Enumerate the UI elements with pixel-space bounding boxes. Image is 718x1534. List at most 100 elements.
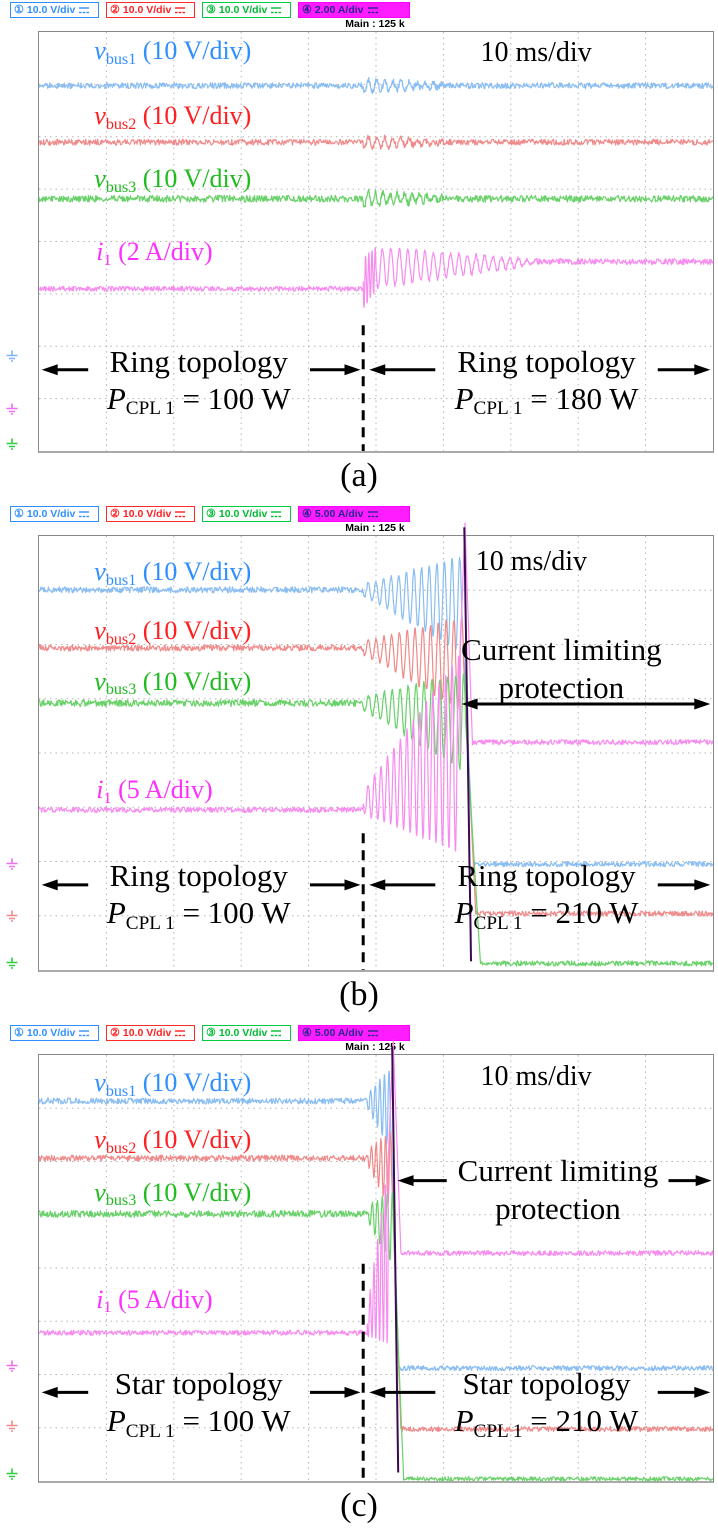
channel-position-marker-ch1: [5, 349, 19, 363]
topology-label: Star topology: [462, 1366, 631, 1402]
power-subscript: CPL 1: [125, 912, 175, 934]
trace-label-vbus3: vbus3 (10 V/div): [94, 164, 251, 196]
trace-symbol: v: [94, 36, 106, 66]
ground-marker-icon: [6, 350, 18, 363]
power-symbol: P: [106, 1403, 126, 1439]
dc-coupling-icon: [271, 1029, 282, 1036]
power-symbol: P: [106, 380, 126, 416]
channel-4-badge: ④ 2.00 A/div: [298, 2, 410, 18]
channel-position-marker-ch3: [5, 1467, 19, 1481]
channel-position-marker-ch4: [5, 402, 19, 416]
timebase-strip: Main : 125 k: [0, 522, 718, 535]
channel-number: ④: [302, 507, 312, 520]
channel-scale-label: 10.0 V/div: [26, 508, 76, 520]
scope-panel-a: ① 10.0 V/div ② 10.0 V/div ③ 10.0 V/div ④ 2.00 A…: [0, 0, 718, 504]
trace-subscript: bus2: [105, 630, 137, 648]
timebase-label: 10 ms/div: [480, 37, 592, 69]
channel-position-marker-ch4: [5, 1359, 19, 1372]
trace-label-vbus2: vbus2 (10 V/div): [94, 1125, 252, 1156]
trace-scale: (10 V/div): [136, 557, 252, 587]
current-limiting-line: protection: [498, 669, 625, 705]
trace-scale: (10 V/div): [136, 101, 252, 131]
channel-badge-row: ① 10.0 V/div ② 10.0 V/div ③ 10.0 V/div ④ 5.00 A…: [0, 504, 718, 523]
region-annotation-right: Star topology PCPL 1 = 210 W: [455, 1365, 639, 1444]
channel-scale-label: 10.0 V/div: [26, 1027, 76, 1039]
topology-label: Ring topology: [457, 858, 636, 894]
waveform-plot: [38, 522, 714, 970]
channel-2-badge: ② 10.0 V/div: [106, 2, 195, 18]
trace-symbol: v: [94, 1125, 106, 1155]
trace-scale: (5 A/div): [111, 775, 213, 804]
power-value: = 180 W: [522, 380, 639, 416]
trace-label-vbus3: vbus3 (10 V/div): [94, 1178, 251, 1210]
ground-marker-icon: [6, 957, 18, 969]
power-symbol: P: [454, 895, 474, 931]
channel-scale-label: 10.0 V/div: [218, 4, 268, 16]
trace-symbol: v: [94, 164, 106, 194]
trace-symbol: v: [94, 616, 106, 646]
channel-1-badge: ① 10.0 V/div: [10, 506, 99, 522]
trace-label-vbus1: vbus1 (10 V/div): [94, 36, 252, 67]
channel-2-badge: ② 10.0 V/div: [106, 506, 195, 522]
trace-scale: (10 V/div): [136, 1068, 252, 1098]
trace-symbol: i: [96, 775, 104, 804]
trace-symbol: v: [94, 101, 106, 131]
power-label: PCPL 1 = 100 W: [107, 380, 291, 422]
channel-number: ①: [14, 1026, 24, 1039]
power-symbol: P: [454, 380, 474, 416]
power-value: = 210 W: [522, 895, 639, 931]
trace-label-i1: i1 (5 A/div): [96, 775, 213, 807]
trace-scale: (10 V/div): [136, 1125, 252, 1155]
channel-scale-label: 10.0 V/div: [122, 1027, 172, 1039]
power-value: = 100 W: [174, 895, 291, 931]
timebase-strip: Main : 125 k: [0, 1041, 718, 1054]
current-limiting-line: Current limiting: [461, 631, 662, 667]
channel-scale-label: 10.0 V/div: [122, 508, 172, 520]
trace-subscript: bus3: [105, 178, 137, 196]
power-subscript: CPL 1: [125, 398, 175, 420]
scope-screen: vbus1 (10 V/div) vbus2 (10 V/div) vbus3 (1…: [6, 1039, 714, 1483]
channel-number: ①: [14, 3, 24, 16]
channel-scale-label: 10.0 V/div: [218, 508, 268, 520]
channel-position-marker-ch3: [5, 956, 19, 969]
channel-number: ②: [110, 1026, 120, 1039]
trace-subscript: bus3: [105, 1192, 137, 1210]
trace-symbol: v: [94, 557, 106, 587]
power-label: PCPL 1 = 210 W: [455, 1402, 639, 1444]
channel-badge-row: ① 10.0 V/div ② 10.0 V/div ③ 10.0 V/div ④ 5.00 A…: [0, 1023, 718, 1042]
channel-3-badge: ③ 10.0 V/div: [202, 506, 291, 522]
ground-marker-icon: [6, 403, 18, 416]
power-symbol: P: [454, 1403, 474, 1439]
current-limiting-annotation: Current limiting protection: [458, 1152, 659, 1228]
power-label: PCPL 1 = 100 W: [107, 894, 291, 936]
timebase-label: 10 ms/div: [480, 1060, 592, 1092]
trace-label-vbus1: vbus1 (10 V/div): [94, 1068, 252, 1099]
panel-caption: (c): [340, 1487, 378, 1524]
trace-label-vbus1: vbus1 (10 V/div): [94, 557, 252, 588]
channel-scale-label: 10.0 V/div: [26, 4, 76, 16]
trace-scale: (10 V/div): [136, 616, 252, 646]
region-annotation-left: Star topology PCPL 1 = 100 W: [107, 1365, 291, 1444]
power-subscript: CPL 1: [473, 912, 523, 934]
ground-marker-icon: [6, 910, 18, 922]
channel-scale-label: 10.0 V/div: [122, 4, 172, 16]
power-label: PCPL 1 = 210 W: [455, 894, 639, 936]
channel-position-marker-ch2: [5, 1419, 19, 1432]
trace-subscript: 1: [103, 789, 112, 807]
trace-scale: (10 V/div): [136, 36, 252, 66]
channel-number: ②: [110, 3, 120, 16]
topology-label: Ring topology: [109, 858, 288, 894]
current-limiting-line: Current limiting: [457, 1153, 659, 1189]
channel-number: ③: [206, 507, 216, 520]
scope-panel-b: ① 10.0 V/div ② 10.0 V/div ③ 10.0 V/div ④ 5.00 A…: [0, 504, 718, 1023]
trace-subscript: bus2: [105, 115, 137, 133]
trace-scale: (10 V/div): [136, 666, 252, 696]
trace-subscript: bus3: [105, 681, 137, 699]
channel-position-marker-ch4: [5, 857, 19, 870]
trace-scale: (2 A/div): [111, 237, 213, 267]
channel-3-badge: ③ 10.0 V/div: [202, 1025, 291, 1041]
dc-coupling-icon: [79, 510, 90, 517]
record-length-label: Main : 125 k: [345, 18, 405, 30]
dc-coupling-icon: [175, 510, 186, 517]
panel-caption: (b): [339, 976, 379, 1013]
